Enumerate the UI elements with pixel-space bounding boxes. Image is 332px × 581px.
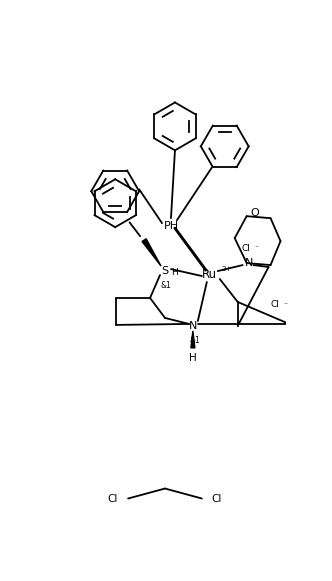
Polygon shape [142,239,161,266]
Text: S: S [161,266,169,276]
Text: &1: &1 [161,281,171,290]
Text: Cl: Cl [271,300,280,310]
Polygon shape [191,331,195,348]
Text: N: N [189,321,197,331]
Text: H: H [189,353,197,363]
Text: N: N [244,258,253,268]
Text: &1: &1 [190,336,200,345]
Text: H: H [171,267,178,277]
Text: PH: PH [163,221,179,231]
Text: ⁻: ⁻ [284,300,288,310]
Text: Cl: Cl [212,493,222,504]
Text: O: O [250,208,259,218]
Text: ⁻: ⁻ [255,243,259,253]
Text: Ru: Ru [202,267,217,281]
Text: Cl: Cl [242,243,251,253]
Text: 2+: 2+ [222,266,232,272]
Text: Cl: Cl [108,493,118,504]
